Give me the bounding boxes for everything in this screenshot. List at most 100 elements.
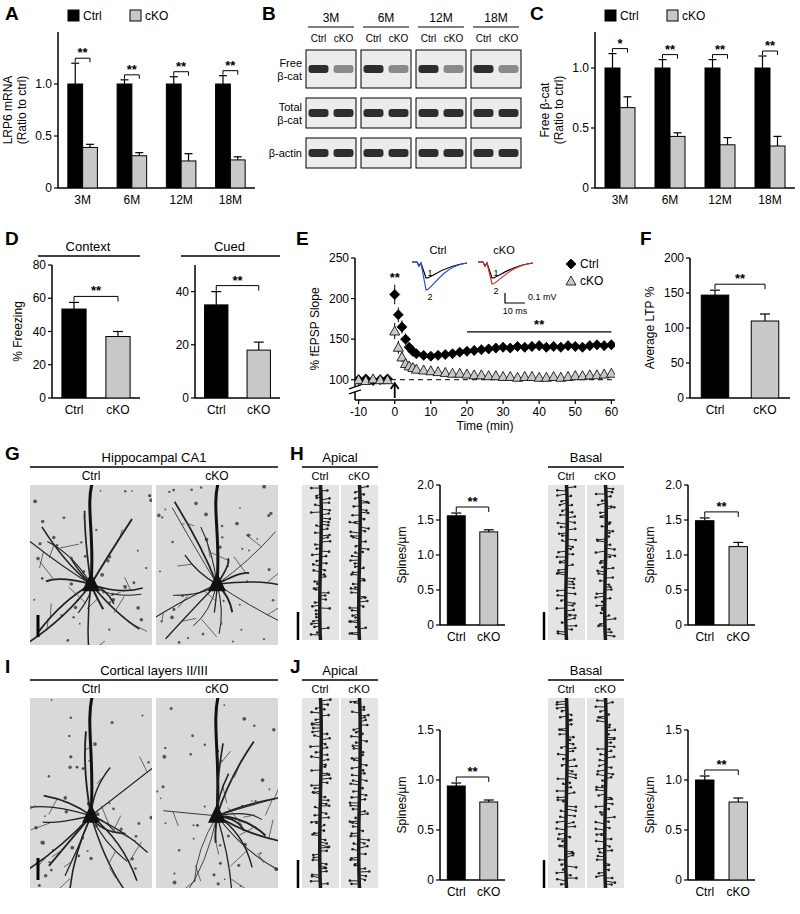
bar: [447, 786, 465, 880]
scale-bar: [37, 858, 40, 880]
x-tick-label: cKO: [727, 630, 750, 644]
spine-head: [597, 572, 600, 575]
blot-group-label: 18M: [484, 11, 507, 25]
x-tick-label: 20: [460, 405, 474, 419]
spine-head: [363, 772, 366, 775]
spine-head: [608, 523, 611, 526]
spine-head: [599, 811, 602, 814]
spine-head: [571, 628, 574, 631]
spine-head: [569, 719, 572, 722]
dendrite: [217, 742, 254, 816]
dendrite: [217, 816, 252, 868]
spine-head: [364, 867, 367, 870]
error-cap: [674, 132, 682, 133]
spine-head: [569, 782, 572, 785]
spine-head: [352, 536, 355, 539]
spine-head: [610, 750, 613, 753]
speck: [48, 775, 50, 777]
speck: [164, 747, 166, 749]
spine-head: [607, 713, 610, 716]
blot-band: [444, 65, 464, 73]
spine: [360, 596, 366, 598]
dendrite: [91, 816, 127, 888]
spine-head: [611, 803, 614, 806]
dendrite: [217, 816, 278, 843]
y-tick-label: 200: [664, 251, 684, 265]
y-axis-label: Spines/µm: [395, 777, 409, 834]
spine-head: [348, 607, 351, 610]
speck: [77, 855, 80, 858]
spine-head: [313, 626, 316, 629]
spine: [312, 712, 321, 714]
spine-head: [614, 881, 617, 884]
spine-head: [556, 796, 559, 799]
spine-head: [363, 842, 366, 845]
spine-head: [314, 543, 317, 546]
spine: [351, 560, 360, 562]
spine: [360, 527, 369, 529]
panel-letter: F: [640, 228, 652, 249]
error-cap: [234, 156, 242, 157]
spine-head: [560, 500, 563, 503]
spine-head: [596, 539, 599, 542]
x-tick-label: cKO: [477, 630, 500, 644]
spine-head: [613, 816, 616, 819]
spine-head: [312, 854, 315, 857]
y-tick: [684, 519, 688, 520]
dendrite: [217, 584, 278, 625]
spine: [321, 509, 330, 510]
y-tick: [686, 397, 690, 398]
speck: [72, 616, 74, 618]
spine: [557, 872, 567, 874]
dendrite: [47, 619, 48, 630]
spine-head: [327, 846, 330, 849]
speck: [223, 704, 225, 706]
dendrite: [163, 811, 217, 816]
speck: [36, 557, 40, 561]
lane-label: cKO: [389, 33, 409, 44]
spine-head: [324, 569, 327, 572]
spine-head: [597, 625, 600, 628]
error-bar: [75, 63, 76, 84]
lane-label: Ctrl: [421, 33, 437, 44]
error-cap: [170, 76, 178, 77]
speck: [239, 507, 241, 509]
spine-head: [611, 798, 614, 801]
dendrite: [31, 823, 51, 830]
spine-head: [315, 613, 318, 616]
significance: **: [225, 58, 236, 73]
dendrite: [140, 757, 148, 773]
spine-head: [328, 550, 331, 553]
y-tick-label: 1.0: [417, 548, 434, 562]
spine: [360, 839, 369, 840]
y-tick: [351, 379, 355, 380]
error-bar: [222, 76, 223, 84]
bar: [755, 68, 770, 188]
dendrite: [64, 861, 72, 867]
dendrite-strip: [587, 485, 624, 640]
spine-head: [599, 579, 602, 582]
spine-head: [596, 858, 599, 861]
spine-head: [325, 562, 328, 565]
spine-head: [328, 501, 331, 504]
spine-head: [312, 620, 315, 623]
strip-label: Ctrl: [557, 683, 574, 695]
x-tick-label: Ctrl: [65, 403, 84, 417]
spine-head: [349, 782, 352, 785]
spine-head: [613, 506, 616, 509]
y-axis: [439, 730, 441, 880]
bar: [230, 160, 245, 188]
soma: [208, 804, 226, 823]
spine-head: [365, 764, 368, 767]
spine-head: [572, 609, 575, 612]
spine: [606, 737, 615, 738]
spine-head: [557, 838, 560, 841]
spine-head: [574, 485, 577, 488]
x-tick-label: 6M: [124, 193, 141, 207]
significance: **: [716, 499, 727, 514]
dendrite: [274, 785, 278, 799]
spine-head: [573, 587, 576, 590]
spine-head: [354, 863, 357, 866]
x-tick-label: 6M: [662, 193, 679, 207]
error-bar: [762, 56, 763, 68]
